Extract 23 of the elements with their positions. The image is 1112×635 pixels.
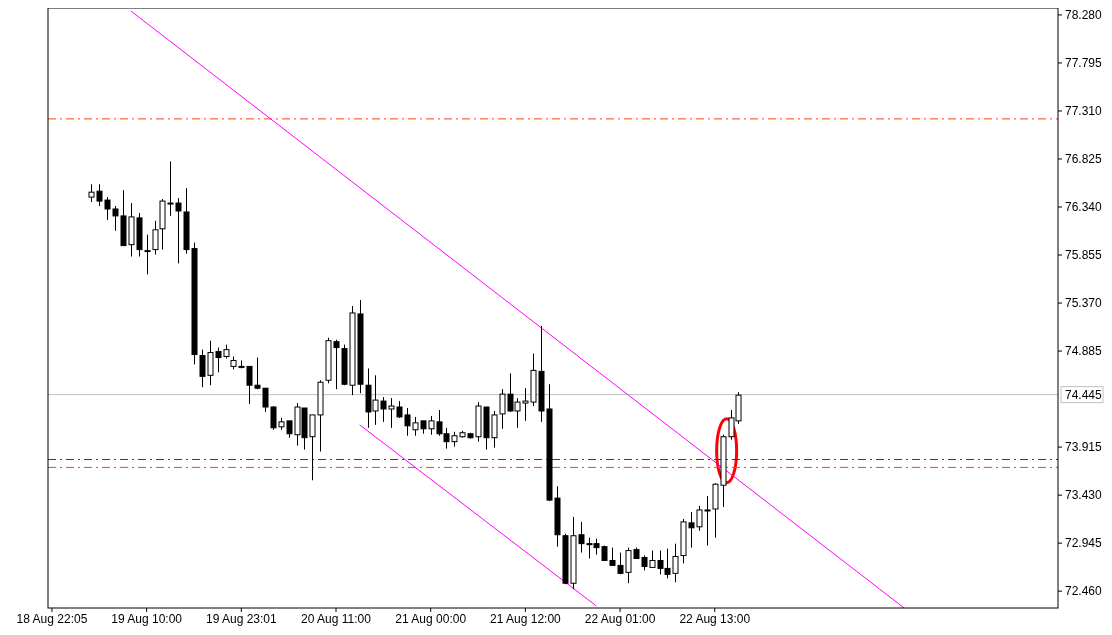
x-tick-label: 19 Aug 23:01 [205, 612, 278, 626]
y-tick-label: 74.885 [1065, 344, 1103, 359]
x-tick-label: 21 Aug 12:00 [490, 612, 562, 626]
candlestick [144, 234, 151, 275]
y-tick-label: 77.795 [1065, 56, 1103, 71]
x-tick-label: 18 Aug 22:05 [16, 612, 88, 626]
y-tick-label: 72.945 [1065, 536, 1103, 551]
ref-line-label: 74.445 [1065, 387, 1103, 402]
x-tick-label: 22 Aug 13:00 [679, 612, 751, 626]
y-tick-label: 77.310 [1065, 104, 1103, 119]
y-tick-label: 73.915 [1065, 440, 1103, 455]
y-tick-label: 73.430 [1065, 488, 1103, 503]
y-tick-label: 75.855 [1065, 248, 1103, 263]
y-tick-label: 76.340 [1065, 200, 1103, 215]
y-tick-label: 78.280 [1065, 8, 1103, 23]
x-tick-label: 22 Aug 01:00 [584, 612, 656, 626]
y-tick-label: 75.370 [1065, 296, 1103, 311]
x-tick-label: 20 Aug 11:00 [301, 612, 372, 626]
x-tick-label: 21 Aug 00:00 [395, 612, 467, 626]
x-tick-label: 19 Aug 10:00 [111, 612, 183, 626]
y-tick-label: 72.460 [1065, 584, 1103, 599]
y-tick-label: 76.825 [1065, 152, 1103, 167]
candlestick [152, 220, 159, 256]
